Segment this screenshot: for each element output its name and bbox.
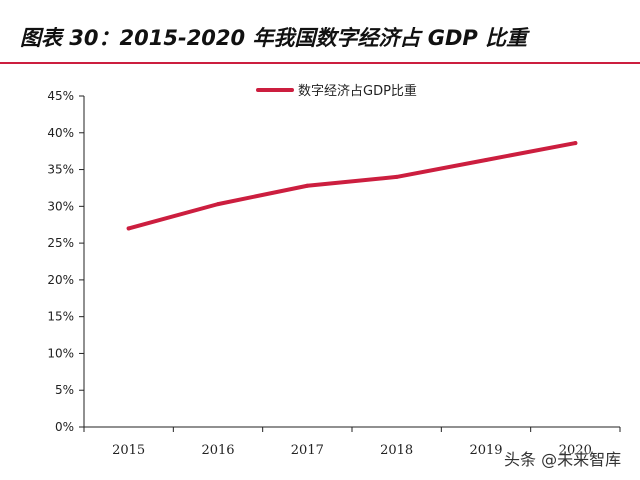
x-tick-label: 2019: [469, 443, 502, 458]
y-tick-label: 35%: [47, 163, 74, 177]
data-point: [216, 202, 220, 207]
y-tick-label: 0%: [55, 420, 74, 434]
watermark: 头条 @未来智库: [504, 450, 622, 469]
legend-label: 数字经济占GDP比重: [298, 83, 417, 99]
data-point: [394, 174, 399, 179]
x-tick-label: 2018: [380, 443, 413, 458]
x-tick-label: 2017: [291, 443, 324, 458]
line-chart: 0% 5% 10% 15% 20% 25% 30% 35% 40% 45% 2015 2016 2017…: [47, 83, 621, 458]
data-point: [573, 141, 578, 146]
chart-title: 图表 30：2015-2020 年我国数字经济占 GDP 比重: [20, 26, 528, 50]
x-tick-label: 2016: [201, 443, 234, 458]
y-tick-label: 10%: [47, 346, 74, 360]
chart-header: 图表 30：2015-2020 年我国数字经济占 GDP 比重: [0, 0, 640, 64]
data-point: [305, 183, 310, 188]
y-tick-label: 5%: [55, 383, 74, 397]
title-divider: [0, 62, 640, 64]
y-tick-label: 30%: [47, 199, 74, 213]
series-line: [126, 141, 578, 231]
y-tick-label: 15%: [47, 310, 74, 324]
y-tick-label: 40%: [47, 126, 74, 140]
x-tick-label: 2020: [559, 443, 592, 458]
y-tick-label: 20%: [47, 273, 74, 287]
y-tick-label: 45%: [47, 89, 74, 103]
y-tick-label: 25%: [47, 236, 74, 250]
data-point: [126, 226, 131, 231]
x-tick-label: 2015: [112, 443, 145, 458]
data-point: [484, 157, 488, 162]
